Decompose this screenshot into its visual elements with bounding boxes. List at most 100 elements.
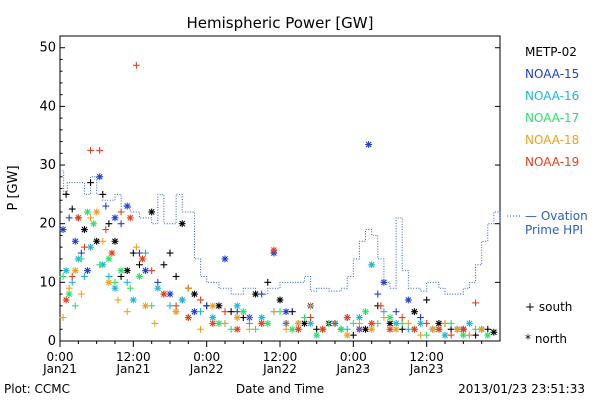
y-tick-label: 0 — [48, 334, 56, 349]
marker-stroke — [87, 244, 94, 251]
point-noaa-17-south — [111, 278, 119, 286]
point-noaa-19-north — [411, 325, 418, 333]
point-noaa-19-north — [294, 325, 302, 333]
point-noaa-15-north — [191, 308, 198, 316]
marker-stroke — [90, 220, 97, 227]
point-noaa-19-south — [246, 314, 253, 321]
x-tick-date-label: Jan21 — [115, 362, 150, 376]
point-noaa-18-south — [282, 325, 290, 333]
point-noaa-18-south — [184, 284, 192, 292]
point-noaa-18-south — [114, 296, 122, 304]
point-metp-02-north — [178, 220, 186, 228]
point-noaa-17-north — [337, 325, 345, 333]
point-metp-02-south — [472, 331, 479, 339]
point-noaa-15-south — [203, 302, 211, 310]
point-noaa-18-south — [65, 284, 73, 292]
point-noaa-16-south — [197, 308, 204, 316]
marker-stroke — [112, 214, 118, 221]
point-noaa-18-south — [99, 237, 107, 245]
point-noaa-16-south — [105, 273, 113, 280]
point-noaa-18-north — [233, 314, 241, 321]
marker-stroke — [356, 314, 363, 321]
point-noaa-15-south — [258, 290, 266, 298]
point-noaa-17-north — [313, 331, 321, 339]
point-noaa-18-south — [441, 320, 449, 327]
marker-stroke — [124, 267, 131, 274]
point-metp-02-south — [166, 249, 174, 257]
point-noaa-15-south — [233, 308, 241, 316]
marker-stroke — [490, 329, 497, 336]
point-metp-02-south — [313, 325, 321, 333]
point-metp-02-north — [123, 267, 131, 275]
point-noaa-15-north — [404, 296, 412, 304]
x-axis-label: Date and Time — [236, 382, 324, 396]
point-noaa-15-north — [59, 226, 67, 233]
point-metp-02-south — [68, 205, 76, 213]
point-noaa-16-north — [258, 314, 266, 321]
point-noaa-17-north — [484, 331, 492, 339]
marker-stroke — [160, 291, 167, 298]
marker-stroke — [124, 203, 131, 210]
point-metp-02-north — [252, 290, 259, 298]
point-noaa-17-north — [288, 325, 296, 333]
marker-stroke — [411, 308, 418, 315]
marker-stroke — [112, 238, 118, 245]
series-noaa-18 — [59, 208, 486, 339]
marker-stroke — [301, 320, 308, 327]
marker-stroke — [319, 326, 326, 333]
series-noaa-17 — [59, 208, 492, 339]
point-noaa-19-south — [172, 302, 180, 310]
point-noaa-15-north — [282, 308, 290, 316]
point-noaa-15-south — [392, 308, 400, 316]
marker-stroke — [234, 314, 241, 321]
marker-stroke — [362, 326, 369, 333]
point-noaa-19-south — [307, 314, 314, 321]
legend-item-noaa-19: NOAA-19 — [525, 155, 579, 169]
legend-item-noaa-17: NOAA-17 — [525, 111, 579, 125]
point-metp-02-north — [276, 296, 284, 304]
point-noaa-18-south — [246, 325, 253, 333]
marker-stroke — [289, 326, 296, 333]
marker-stroke — [393, 320, 400, 327]
point-noaa-15-south — [136, 249, 143, 257]
point-noaa-19-south — [148, 267, 156, 275]
point-metp-02-south — [129, 249, 137, 257]
point-noaa-18-south — [466, 331, 473, 339]
point-metp-02-north — [148, 208, 156, 216]
point-noaa-17-south — [126, 284, 134, 292]
marker-stroke — [209, 302, 216, 309]
point-noaa-19-north — [139, 255, 146, 263]
point-noaa-18-north — [209, 302, 217, 310]
marker-stroke — [142, 302, 149, 309]
point-noaa-17-north — [264, 320, 272, 327]
marker-stroke — [417, 320, 424, 327]
point-noaa-19-south — [447, 331, 455, 339]
legend-item-noaa-16: NOAA-16 — [525, 89, 579, 103]
point-noaa-19-south — [221, 308, 229, 316]
point-noaa-19-south — [197, 296, 204, 304]
marker-stroke — [387, 326, 393, 333]
point-metp-02-south — [398, 325, 406, 333]
marker-stroke — [109, 250, 115, 256]
y-tick-label: 10 — [39, 275, 56, 290]
point-noaa-15-north — [96, 173, 104, 181]
point-noaa-17-south — [349, 320, 357, 327]
point-noaa-17-south — [472, 325, 479, 333]
marker-stroke — [258, 314, 265, 321]
point-noaa-19-north — [258, 320, 266, 327]
point-metp-02-north — [301, 320, 308, 327]
point-noaa-15-south — [417, 314, 424, 321]
point-metp-02-south — [160, 261, 168, 269]
point-noaa-16-south — [343, 325, 351, 333]
point-noaa-19-north — [126, 214, 134, 222]
marker-stroke — [215, 302, 222, 309]
marker-stroke — [478, 326, 485, 333]
point-noaa-17-south — [71, 302, 79, 310]
point-noaa-19-south — [96, 146, 104, 154]
point-noaa-19-north — [108, 249, 116, 257]
marker-stroke — [387, 320, 393, 327]
point-noaa-16-north — [368, 261, 376, 269]
point-metp-02-south — [117, 273, 125, 280]
point-noaa-15-south — [65, 214, 73, 222]
marker-stroke — [72, 267, 79, 274]
